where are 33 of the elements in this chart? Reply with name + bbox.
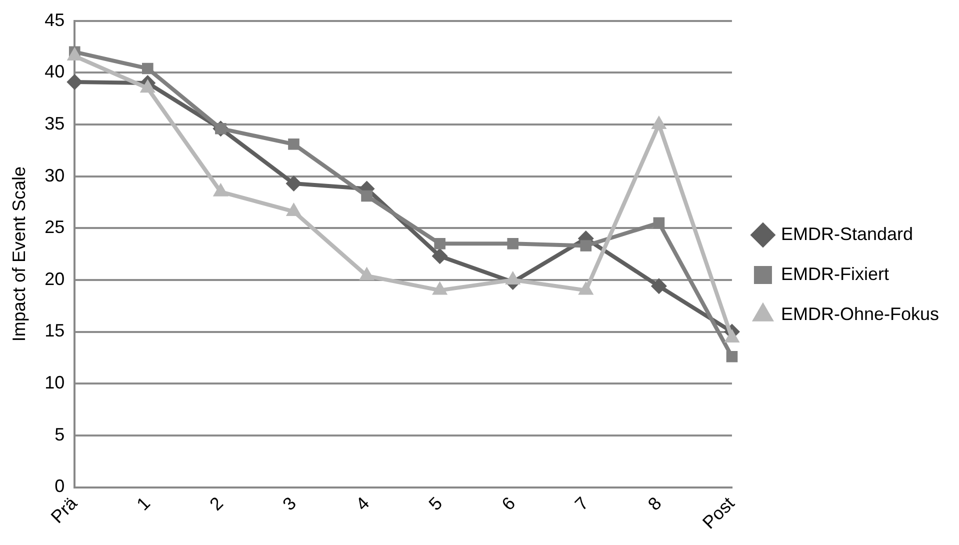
x-tick-label: 3 [278, 493, 300, 514]
legend-label: EMDR-Fixiert [780, 264, 889, 284]
x-tick-label: 5 [424, 493, 446, 514]
legend-label: EMDR-Ohne-Fokus [780, 304, 940, 324]
point [66, 74, 83, 90]
point [726, 350, 738, 362]
y-tick-label: 10 [44, 372, 65, 393]
y-tick-label: 40 [44, 62, 65, 82]
y-tick-label: 30 [44, 165, 65, 186]
point [288, 138, 300, 150]
x-tick-label: 4 [352, 493, 374, 514]
point [142, 62, 154, 74]
point [432, 248, 448, 264]
y-tick-label: 5 [54, 424, 65, 444]
y-tick-label: 35 [44, 113, 65, 134]
point [580, 240, 592, 252]
legend-label: EMDR-Standard [780, 224, 914, 244]
x-tick-label: 8 [644, 493, 666, 514]
y-tick-label: 20 [44, 268, 65, 289]
point [507, 238, 519, 250]
y-tick-label: 25 [44, 217, 65, 238]
point [434, 238, 446, 250]
x-tick-label: 6 [498, 493, 520, 514]
point [653, 217, 665, 229]
x-tick-label: 1 [132, 493, 154, 514]
point [650, 278, 667, 294]
point [286, 176, 302, 192]
y-tick-label: 45 [44, 10, 65, 30]
x-tick-label: 2 [206, 493, 228, 514]
y-axis-title: Impact of Event Scale [8, 166, 29, 342]
point [361, 190, 372, 202]
x-tick-label: 7 [571, 493, 592, 514]
y-tick-label: 15 [44, 320, 65, 341]
